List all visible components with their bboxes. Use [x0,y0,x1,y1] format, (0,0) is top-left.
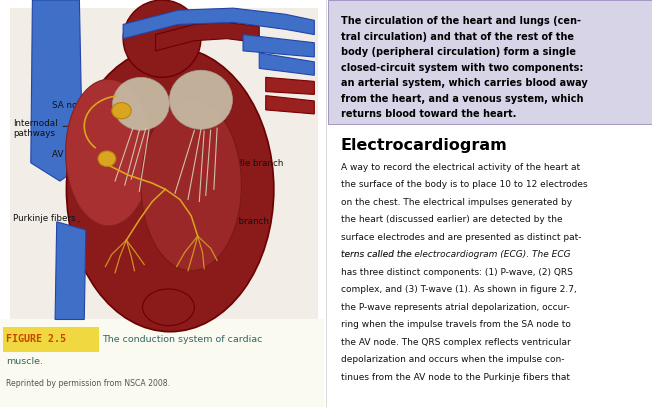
Text: AV node: AV node [52,150,99,159]
Text: The conduction system of cardiac: The conduction system of cardiac [102,335,263,344]
Text: closed-circuit system with two components:: closed-circuit system with two component… [341,63,584,73]
Text: complex, and (3) T-wave (1). As shown in figure 2.7,: complex, and (3) T-wave (1). As shown in… [341,285,576,294]
Bar [10,8,318,319]
Text: Reprinted by permission from NSCA 2008.: Reprinted by permission from NSCA 2008. [6,379,170,388]
Text: an arterial system, which carries blood away: an arterial system, which carries blood … [341,78,587,88]
Ellipse shape [141,100,241,271]
Text: A way to record the electrical activity of the heart at: A way to record the electrical activity … [341,163,580,172]
Polygon shape [243,35,314,57]
Ellipse shape [98,151,116,166]
Polygon shape [266,77,314,94]
Polygon shape [259,53,314,75]
Text: on the chest. The electrical impulses generated by: on the chest. The electrical impulses ge… [341,198,572,207]
Text: Left bundle branch: Left bundle branch [190,140,283,168]
Text: has three distinct components: (1) P-wave, (2) QRS: has three distinct components: (1) P-wav… [341,268,573,277]
Text: The circulation of the heart and lungs (cen-: The circulation of the heart and lungs (… [341,16,581,26]
Ellipse shape [143,289,194,326]
Ellipse shape [111,103,131,119]
Text: muscle.: muscle. [6,357,43,366]
Text: tinues from the AV node to the Purkinje fibers that: tinues from the AV node to the Purkinje … [341,373,570,382]
Ellipse shape [67,47,274,332]
Polygon shape [31,0,83,181]
Text: returns blood toward the heart.: returns blood toward the heart. [341,109,516,119]
Text: terns called the electrocardiogram (ECG). The ECG: terns called the electrocardiogram (ECG)… [341,250,570,259]
Text: terns called the: terns called the [341,250,415,259]
Text: body (peripheral circulation) form a single: body (peripheral circulation) form a sin… [341,47,576,57]
Bar [3,327,99,352]
Polygon shape [55,222,86,319]
Ellipse shape [123,0,201,77]
Text: the AV node. The QRS complex reflects ventricular: the AV node. The QRS complex reflects ve… [341,338,570,347]
Text: terns called the electrocardiogram  (ECG).: terns called the electrocardiogram (ECG)… [341,250,535,259]
Text: depolarization and occurs when the impulse con-: depolarization and occurs when the impul… [341,355,565,364]
Text: the heart (discussed earlier) are detected by the: the heart (discussed earlier) are detect… [341,215,563,224]
Ellipse shape [66,79,151,226]
Text: Right bundle branch: Right bundle branch [179,204,269,226]
FancyBboxPatch shape [328,0,652,124]
Text: FIGURE 2.5: FIGURE 2.5 [6,335,66,344]
Text: Internodal
pathways: Internodal pathways [13,118,98,138]
Ellipse shape [113,77,170,130]
Text: the P-wave represents atrial depolarization, occur-: the P-wave represents atrial depolarizat… [341,303,570,312]
Bar [0,319,324,407]
Text: Electrocardiogram: Electrocardiogram [341,138,508,153]
Text: SA node: SA node [52,101,106,110]
Polygon shape [123,8,314,39]
Text: tral circulation) and that of the rest of the: tral circulation) and that of the rest o… [341,32,574,42]
Text: from the heart, and a venous system, which: from the heart, and a venous system, whi… [341,94,584,104]
Text: the surface of the body is to place 10 to 12 electrodes: the surface of the body is to place 10 t… [341,180,587,189]
Ellipse shape [170,70,233,129]
Text: Purkinje fibers: Purkinje fibers [13,214,80,223]
Polygon shape [266,96,314,114]
Text: ring when the impulse travels from the SA node to: ring when the impulse travels from the S… [341,320,570,329]
Text: surface electrodes and are presented as distinct pat-: surface electrodes and are presented as … [341,233,582,242]
Polygon shape [156,22,259,51]
